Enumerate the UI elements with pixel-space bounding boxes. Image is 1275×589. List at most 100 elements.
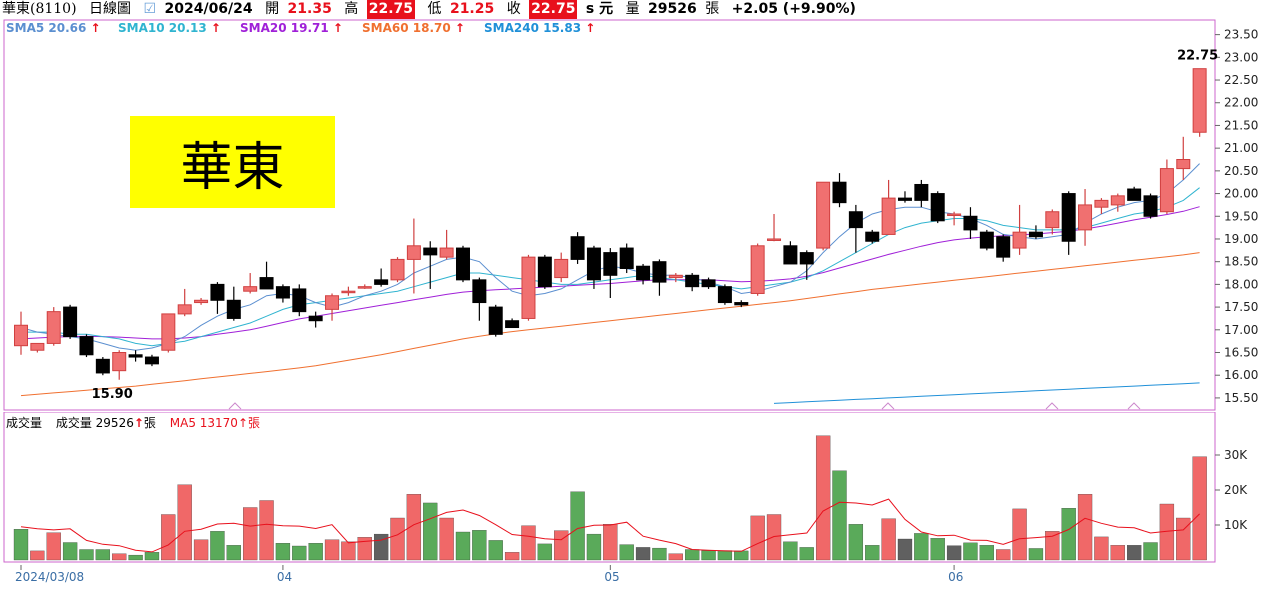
x-tick-label: 2024/03/08 — [15, 570, 84, 584]
candle-body — [1094, 199, 1109, 208]
candlestick — [619, 243, 634, 274]
volume-chart[interactable]: 10K 20K 30K — [0, 412, 1275, 565]
volume-bar — [865, 545, 880, 561]
candlestick — [799, 250, 814, 280]
volume-bar — [832, 470, 847, 561]
volume-bar — [521, 525, 536, 561]
candle-body — [586, 247, 601, 281]
volume-legend-value: 成交量 29526 — [55, 416, 134, 430]
candle-body — [734, 302, 749, 306]
chart-type[interactable]: 日線圖 — [89, 1, 132, 17]
volume-bar — [504, 552, 520, 561]
candle-body — [636, 265, 651, 281]
candlestick — [1028, 225, 1043, 239]
candle-body — [685, 274, 700, 288]
volume-bar — [848, 524, 864, 561]
candlestick — [701, 277, 716, 289]
volume-ma5-line — [20, 498, 1200, 553]
candlestick — [947, 211, 962, 226]
candle-body — [374, 279, 389, 285]
sma-legend-label: SMA5 20.66 — [6, 21, 87, 35]
volume-bar — [144, 552, 160, 561]
candle-body — [325, 295, 340, 310]
sma240-line — [773, 382, 1200, 404]
volume-bar — [685, 549, 700, 561]
candlestick — [832, 173, 847, 208]
candlestick — [14, 311, 28, 355]
sma-legend-item: SMA5 20.66 ↑ — [6, 21, 101, 35]
candlestick — [636, 263, 651, 285]
volume-bar — [946, 545, 962, 561]
candle-body — [881, 197, 896, 235]
candlestick — [1110, 193, 1125, 212]
y-tick-label: 22.50 — [1224, 73, 1258, 87]
y-tick-label: 17.50 — [1224, 300, 1258, 314]
candlestick — [505, 318, 520, 329]
volume-bar — [177, 484, 192, 561]
volume-bar — [570, 491, 585, 561]
candlestick — [1045, 209, 1060, 235]
candlestick — [816, 181, 831, 251]
candle-body — [14, 324, 28, 347]
volume-bar — [95, 549, 110, 561]
price-chart[interactable]: 15.50 16.00 16.50 17.00 17.50 18.00 18.50 19.00… — [0, 19, 1275, 412]
close-value: 22.75 — [529, 0, 578, 19]
candlestick — [144, 354, 159, 367]
candle-body — [701, 279, 716, 288]
candle-body — [603, 252, 618, 276]
candle-body — [521, 256, 536, 319]
candle-body — [930, 193, 945, 222]
candle-body — [1028, 231, 1043, 238]
candlestick — [210, 282, 225, 314]
volume-bar — [1127, 545, 1142, 561]
price-frame — [3, 19, 1216, 411]
sma-legend-item: SMA20 19.71 ↑ — [240, 21, 343, 35]
volume-bar — [619, 544, 634, 561]
low-value: 21.25 — [449, 1, 495, 17]
calendar-dropdown-icon[interactable]: ☑ — [143, 1, 157, 17]
volume-bar — [46, 532, 61, 561]
candle-body — [1143, 195, 1158, 217]
volume-bar — [112, 553, 127, 561]
candlestick — [455, 245, 470, 283]
volume-bar — [1045, 531, 1060, 561]
volume-bar — [390, 517, 405, 561]
candle-body — [652, 261, 667, 283]
volume-bar — [1143, 542, 1158, 561]
y-tick-label: 15.50 — [1224, 391, 1258, 405]
candle-body — [897, 197, 912, 201]
candlestick — [554, 252, 569, 283]
candle-body — [488, 306, 503, 335]
marker-triangle-icon — [881, 402, 895, 410]
volume-bar — [210, 531, 225, 561]
candlestick — [865, 229, 880, 244]
candlestick — [914, 179, 929, 208]
candlestick — [243, 273, 258, 294]
candle-body — [1078, 204, 1093, 231]
candlestick — [341, 286, 356, 296]
sma-legend-label: SMA240 15.83 — [484, 21, 582, 35]
candlestick — [390, 257, 405, 283]
volume-bar — [750, 515, 765, 561]
volume-bar — [161, 514, 176, 561]
y-tick-label: 22.00 — [1224, 96, 1258, 110]
candlestick — [292, 284, 307, 317]
candle-body — [1176, 159, 1191, 170]
candlestick — [734, 300, 749, 308]
volume-bar — [881, 518, 896, 561]
volume-bar — [554, 530, 569, 561]
candle-body — [505, 320, 520, 329]
candlestick — [996, 234, 1011, 262]
y-tick-label: 20.00 — [1224, 187, 1258, 201]
candle-body — [783, 245, 798, 265]
candlestick — [423, 241, 438, 289]
candlestick — [63, 304, 78, 339]
sma-legend-label: SMA60 18.70 — [362, 21, 451, 35]
volume-bar — [275, 543, 291, 561]
candle-body — [79, 336, 94, 356]
volume-bar — [79, 549, 94, 561]
candle-body — [472, 279, 487, 304]
candlestick — [79, 334, 94, 358]
candlestick — [177, 288, 192, 317]
candle-body — [275, 286, 290, 299]
